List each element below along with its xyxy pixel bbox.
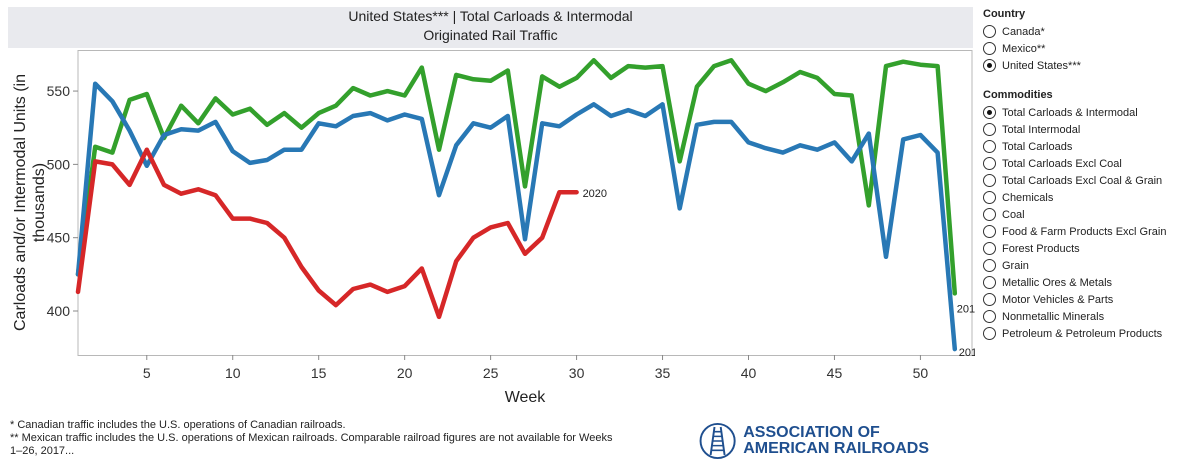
radio-empty-icon[interactable] (983, 174, 996, 187)
radio-empty-icon[interactable] (983, 327, 996, 340)
x-tick-label: 30 (569, 365, 585, 381)
x-tick-label: 5 (143, 365, 151, 381)
radio-empty-icon[interactable] (983, 208, 996, 221)
commodity-option-label: Petroleum & Petroleum Products (1002, 327, 1163, 340)
footnote-mexico-cont: 1–26, 2017... (10, 445, 75, 457)
chart-title: United States*** | Total Carloads & Inte… (348, 8, 633, 24)
commodity-option-label: Chemicals (1002, 191, 1054, 204)
commodity-option[interactable]: Coal (983, 206, 1188, 223)
y-tick-label: 550 (47, 83, 71, 99)
radio-empty-icon[interactable] (983, 123, 996, 136)
series-end-label: 2019 (959, 347, 975, 359)
commodity-option-label: Total Intermodal (1002, 123, 1081, 136)
plot-area (77, 50, 973, 356)
y-tick-label: 450 (47, 230, 71, 246)
x-tick-label: 45 (827, 365, 843, 381)
radio-empty-icon[interactable] (983, 259, 996, 272)
series-end-label: 2018 (957, 303, 975, 315)
x-tick-label: 50 (913, 365, 929, 381)
y-tick-label: 500 (47, 156, 71, 172)
x-tick-label: 35 (655, 365, 671, 381)
radio-empty-icon[interactable] (983, 25, 996, 38)
filter-panel: Country Canada* Mexico** United States*** … (983, 8, 1188, 342)
commodity-option[interactable]: Food & Farm Products Excl Grain (983, 223, 1188, 240)
commodity-option-label: Nonmetallic Minerals (1002, 310, 1105, 323)
radio-empty-icon[interactable] (983, 191, 996, 204)
radio-empty-icon[interactable] (983, 293, 996, 306)
series-line-2018 (75, 58, 958, 296)
commodity-option-label: Total Carloads (1002, 140, 1073, 153)
radio-empty-icon[interactable] (983, 225, 996, 238)
commodity-option-label: Forest Products (1002, 242, 1080, 255)
country-option[interactable]: Mexico** (983, 40, 1188, 57)
x-tick-label: 10 (225, 365, 241, 381)
commodity-option[interactable]: Chemicals (983, 189, 1188, 206)
radio-selected-icon[interactable] (983, 59, 996, 72)
series-line-2019 (75, 81, 958, 352)
commodity-option[interactable]: Total Carloads Excl Coal & Grain (983, 172, 1188, 189)
x-tick-label: 20 (397, 365, 413, 381)
series-line-2020 (75, 147, 579, 320)
commodity-option[interactable]: Grain (983, 257, 1188, 274)
country-option-label: Mexico** (1002, 42, 1046, 55)
country-option-label: Canada* (1002, 25, 1045, 38)
series-end-label: 2020 (583, 188, 607, 200)
commodity-option[interactable]: Total Carloads (983, 138, 1188, 155)
x-tick-label: 15 (311, 365, 327, 381)
railroad-track-icon (699, 422, 736, 460)
commodity-option[interactable]: Metallic Ores & Metals (983, 274, 1188, 291)
commodity-option-label: Total Carloads Excl Coal (1002, 157, 1122, 170)
footnote-mexico: ** Mexican traffic includes the U.S. ope… (10, 432, 613, 444)
radio-empty-icon[interactable] (983, 42, 996, 55)
radio-selected-icon[interactable] (983, 106, 996, 119)
country-option[interactable]: Canada* (983, 23, 1188, 40)
radio-empty-icon[interactable] (983, 310, 996, 323)
commodity-option-label: Coal (1002, 208, 1025, 221)
commodity-option-label: Total Carloads & Intermodal (1002, 106, 1138, 119)
logo-line-2: AMERICAN RAILROADS (743, 440, 929, 457)
commodity-option-label: Metallic Ores & Metals (1002, 276, 1113, 289)
x-tick-label: 25 (483, 365, 499, 381)
commodity-option[interactable]: Total Carloads Excl Coal (983, 155, 1188, 172)
aar-logo: ASSOCIATION OF AMERICAN RAILROADS (699, 415, 929, 467)
chart-title-bar: United States*** | Total Carloads & Inte… (8, 7, 973, 48)
radio-empty-icon[interactable] (983, 242, 996, 255)
commodity-options: Total Carloads & Intermodal Total Intermo… (983, 104, 1188, 342)
commodities-heading: Commodities (983, 89, 1053, 101)
commodity-option[interactable]: Motor Vehicles & Parts (983, 291, 1188, 308)
logo-line-1: ASSOCIATION OF (743, 424, 880, 441)
y-tick-label: 400 (47, 303, 71, 319)
y-axis-label-line: thousands) (31, 163, 48, 242)
footnote-canada: * Canadian traffic includes the U.S. ope… (10, 419, 346, 431)
y-axis-label: Carloads and/or Intermodal Units (in thou… (12, 74, 48, 331)
country-options: Canada* Mexico** United States*** (983, 23, 1188, 74)
chart-subtitle: Originated Rail Traffic (423, 27, 558, 43)
commodity-option[interactable]: Total Carloads & Intermodal (983, 104, 1188, 121)
commodity-option-label: Motor Vehicles & Parts (1002, 293, 1114, 306)
line-chart: 400 450 500 550 5 10 15 20 25 30 35 40 45 50 Week Carlo… (12, 50, 975, 406)
commodity-option[interactable]: Petroleum & Petroleum Products (983, 325, 1188, 342)
x-tick-label: 40 (741, 365, 757, 381)
commodity-option[interactable]: Nonmetallic Minerals (983, 308, 1188, 325)
x-axis-label: Week (505, 389, 547, 406)
footnotes: * Canadian traffic includes the U.S. ope… (10, 419, 690, 458)
commodity-option[interactable]: Forest Products (983, 240, 1188, 257)
commodity-option-label: Food & Farm Products Excl Grain (1002, 225, 1167, 238)
radio-empty-icon[interactable] (983, 140, 996, 153)
y-axis-label-line: Carloads and/or Intermodal Units (in (12, 74, 29, 331)
radio-empty-icon[interactable] (983, 276, 996, 289)
commodity-option[interactable]: Total Intermodal (983, 121, 1188, 138)
commodity-option-label: Total Carloads Excl Coal & Grain (1002, 174, 1163, 187)
radio-empty-icon[interactable] (983, 157, 996, 170)
country-option-label: United States*** (1002, 59, 1081, 72)
commodity-option-label: Grain (1002, 259, 1029, 272)
country-option[interactable]: United States*** (983, 57, 1188, 74)
country-heading: Country (983, 8, 1026, 20)
